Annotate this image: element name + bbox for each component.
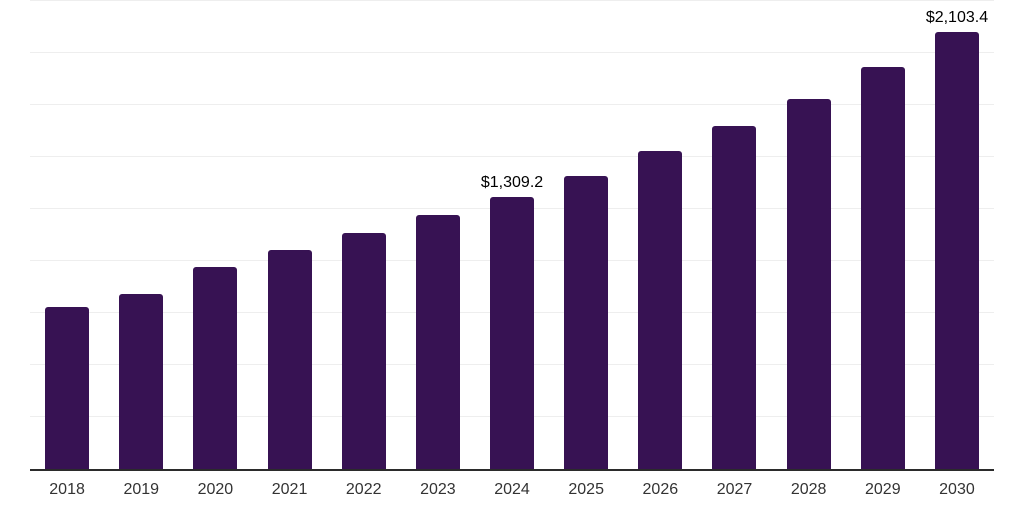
bar-group-2025 [549,1,623,469]
bars-container: $1,309.2 $2,103.4 [30,1,994,469]
x-axis-labels: 2018 2019 2020 2021 2022 2023 2024 2025 2026 2027… [30,479,994,501]
bar-value-label-2030: $2,103.4 [925,8,989,26]
x-tick-label-2030: 2030 [939,481,975,498]
plot-area: $1,309.2 $2,103.4 [30,0,994,471]
bar-value-label-2024: $1,309.2 [480,173,544,191]
bar-2021 [267,249,312,469]
gridline [30,104,994,105]
bar-group-2021 [252,1,326,469]
bar-2030 [934,31,979,469]
bar-group-2023 [401,1,475,469]
x-tick-label-2024: 2024 [494,481,530,498]
bar-2029 [860,67,905,469]
bar-2025 [564,175,609,469]
bar-group-2020 [178,1,252,469]
bar-group-2024: $1,309.2 [475,1,549,469]
gridline [30,52,994,53]
bar-group-2028 [772,1,846,469]
x-tick-label-2025: 2025 [568,481,604,498]
x-tick-label-2022: 2022 [345,481,382,498]
bar-2018 [45,306,90,469]
bar-group-2027 [697,1,771,469]
x-tick-label-2029: 2029 [865,481,901,498]
x-tick-label-2026: 2026 [642,481,679,498]
bar-group-2018 [30,1,104,469]
bar-2019 [119,293,164,469]
gridline [30,0,994,1]
bar-2020 [193,267,238,469]
bar-group-2026 [623,1,697,469]
bar-2022 [341,232,386,469]
bar-2024 [490,196,535,469]
gridline [30,156,994,158]
x-tick-label-2020: 2020 [197,481,234,498]
bar-group-2019 [104,1,178,469]
x-tick-label-2019: 2019 [123,481,160,498]
x-tick-label-2021: 2021 [271,481,308,498]
bar-group-2022 [327,1,401,469]
x-tick-label-2028: 2028 [790,481,827,498]
bar-2027 [712,126,757,469]
x-tick-label-2027: 2027 [716,481,753,498]
bar-group-2030: $2,103.4 [920,1,994,469]
x-tick-label-2023: 2023 [420,481,456,498]
bar-group-2029 [846,1,920,469]
x-tick-label-2018: 2018 [49,481,85,498]
bar-2026 [638,151,683,469]
bar-2023 [415,215,460,469]
bar-2028 [786,98,831,469]
